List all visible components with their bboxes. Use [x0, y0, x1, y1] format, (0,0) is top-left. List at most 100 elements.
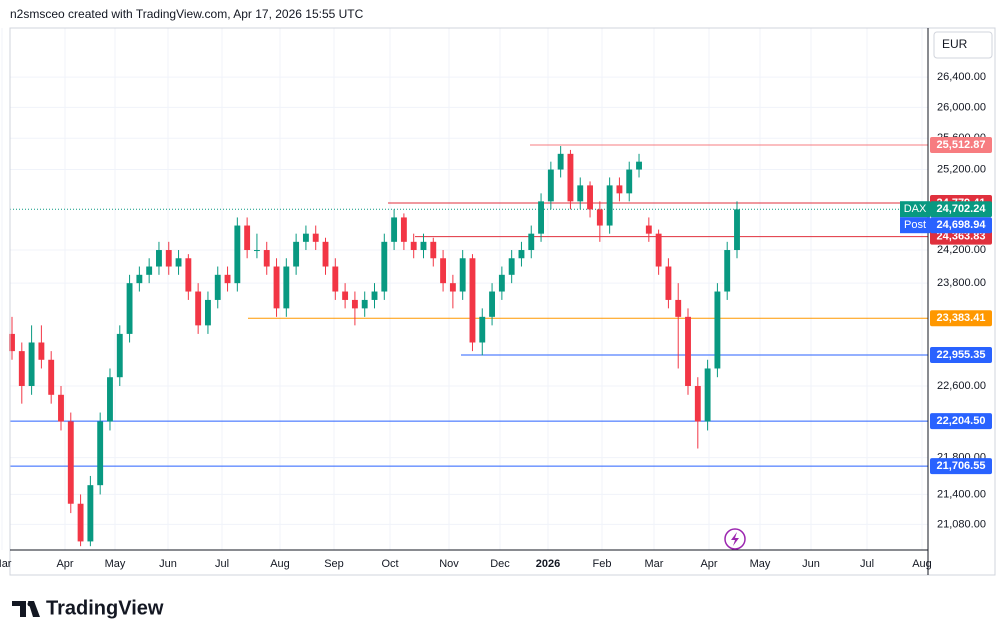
- candle-body: [48, 359, 55, 395]
- candle-body: [645, 225, 652, 234]
- candle-body: [538, 201, 544, 234]
- candle-body: [165, 250, 172, 267]
- y-tick-label: 26,400.00: [937, 71, 986, 83]
- post-price-label: 24,698.94: [937, 219, 987, 231]
- candle-body: [498, 274, 505, 292]
- candle-body: [449, 283, 456, 292]
- candle-body: [205, 299, 211, 326]
- last-price-label-box: [930, 201, 992, 218]
- x-tick-label: Jun: [159, 558, 177, 570]
- brand-name: TradingView: [46, 597, 164, 619]
- candle-body: [596, 209, 603, 226]
- candle-body: [518, 250, 525, 259]
- x-tick-label: Aug: [270, 558, 290, 570]
- y-tick-label: 21,080.00: [937, 518, 986, 530]
- y-tick-label: 25,200.00: [937, 163, 986, 175]
- candle-body: [146, 266, 153, 275]
- currency-box[interactable]: [933, 31, 993, 59]
- x-tick-label: Aug: [912, 558, 932, 570]
- level-label: 21,706.55: [937, 460, 986, 472]
- y-tick-label: 26,000.00: [937, 101, 986, 113]
- plot: [1, 28, 928, 550]
- candle-body: [606, 185, 613, 226]
- x-tick-label: Jun: [802, 558, 820, 570]
- y-tick-label: 23,800.00: [937, 277, 986, 289]
- last-price-label: 24,702.24: [937, 203, 987, 215]
- candle-body: [58, 394, 64, 422]
- candle-body: [508, 258, 515, 275]
- level-label: 24,363.83: [937, 231, 986, 243]
- candle-body: [175, 258, 182, 267]
- x-tick-label: 2026: [536, 558, 560, 570]
- events-icon-bolt: [731, 532, 739, 546]
- candle-body: [694, 385, 701, 422]
- candle-body: [322, 241, 329, 267]
- candle-body: [479, 316, 486, 343]
- candle-body: [185, 258, 192, 292]
- candle-body: [342, 291, 349, 300]
- x-tick-label: Oct: [381, 558, 398, 570]
- candle-body: [410, 241, 417, 251]
- candle-body: [557, 153, 564, 170]
- candle-body: [587, 185, 593, 210]
- candle-body: [156, 250, 162, 267]
- level-label-box: [930, 310, 992, 327]
- symbol-box: [900, 201, 930, 218]
- candle-body: [195, 291, 202, 326]
- logo-dot: [27, 601, 33, 607]
- candle-body: [302, 233, 309, 242]
- x-tick-label: Jul: [215, 558, 229, 570]
- candle-body: [528, 233, 535, 251]
- candle-body: [107, 377, 113, 422]
- post-price-label-box: [930, 217, 992, 234]
- candle-body: [283, 266, 290, 309]
- x-tick-label: Feb: [593, 558, 612, 570]
- candle-body: [67, 421, 74, 504]
- x-tick-label: Sep: [324, 558, 344, 570]
- candle-body: [126, 283, 133, 334]
- x-tick-label: Mar: [0, 558, 12, 570]
- symbol-label: DAX: [904, 203, 927, 215]
- candle-body: [361, 299, 368, 309]
- logo-mark: [12, 601, 40, 617]
- candle-body: [420, 241, 427, 251]
- currency: EUR: [942, 37, 968, 51]
- candle-body: [116, 333, 123, 378]
- candle-body: [97, 421, 104, 486]
- candle-body: [263, 250, 270, 267]
- x-tick-label: Dec: [490, 558, 510, 570]
- candle-body: [77, 503, 84, 542]
- level-label-box: [930, 137, 992, 154]
- x-tick-label: May: [105, 558, 126, 570]
- candle-body: [724, 250, 731, 292]
- candle-body: [224, 274, 231, 284]
- y-tick-label: 24,200.00: [937, 244, 986, 256]
- candle-body: [675, 299, 682, 317]
- candle-body: [547, 169, 554, 202]
- x-tick-label: Jul: [860, 558, 874, 570]
- candle-body: [489, 291, 496, 317]
- candle-body: [577, 185, 584, 202]
- post-name-box: [900, 217, 930, 234]
- candle-body: [312, 233, 319, 242]
- candle-body: [87, 485, 94, 542]
- candle-body: [567, 153, 574, 202]
- y-tick-label: 22,600.00: [937, 380, 986, 392]
- candle-body: [655, 233, 662, 267]
- candle-body: [28, 342, 35, 386]
- candle-body: [616, 185, 623, 194]
- candle-body: [636, 161, 642, 170]
- level-label-box: [930, 413, 992, 430]
- candle-body: [9, 333, 15, 352]
- candle-body: [293, 241, 300, 267]
- header: n2smsceo created with TradingView.com, A…: [10, 7, 364, 21]
- candle-body: [371, 291, 378, 300]
- x-tick-label: May: [750, 558, 771, 570]
- level-label: 22,955.35: [937, 349, 986, 361]
- candle-body: [704, 368, 711, 422]
- candle-body: [665, 266, 672, 300]
- candle-body: [469, 258, 476, 343]
- level-label: 22,204.50: [937, 415, 986, 427]
- candle-body: [332, 266, 339, 292]
